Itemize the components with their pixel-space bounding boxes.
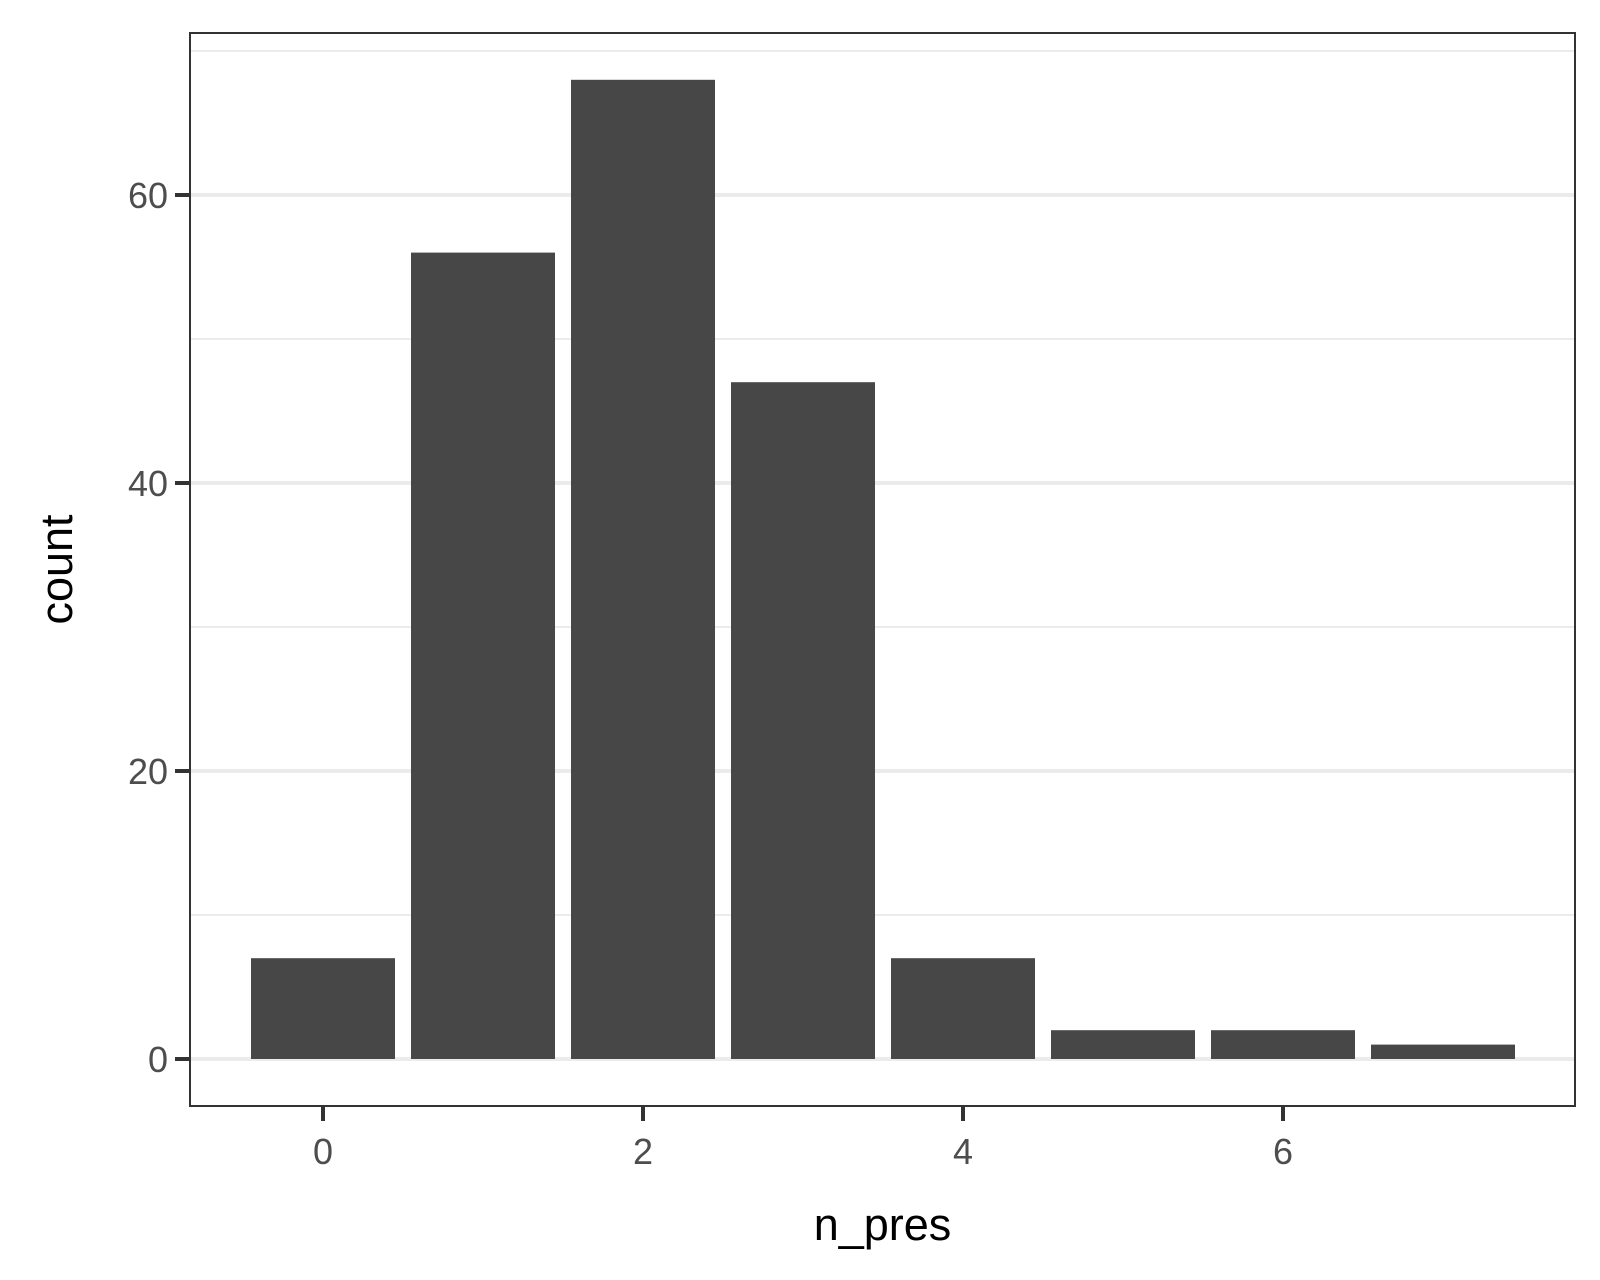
bar [411,252,555,1060]
x-tick-label: 4 [953,1131,973,1172]
gridlines [190,33,1575,1106]
panel-border [189,32,1576,1107]
bar [1371,1044,1515,1059]
bars [251,79,1515,1060]
y-axis: 0 20 40 60 [128,175,190,1080]
bar [251,958,395,1059]
y-tick-label: 40 [128,463,168,504]
x-tick-label: 6 [1273,1131,1293,1172]
y-tick-label: 60 [128,175,168,216]
bar [731,382,875,1059]
y-tick-label: 0 [148,1039,168,1080]
bar [891,958,1035,1059]
x-axis-title: n_pres [814,1199,952,1250]
x-axis: 0 2 4 6 [313,1106,1293,1172]
bar [1211,1030,1355,1059]
x-tick-label: 0 [313,1131,333,1172]
bar [1051,1030,1195,1059]
y-axis-title: count [31,514,82,625]
y-tick-label: 20 [128,751,168,792]
bar [571,79,715,1060]
x-tick-label: 2 [633,1131,653,1172]
